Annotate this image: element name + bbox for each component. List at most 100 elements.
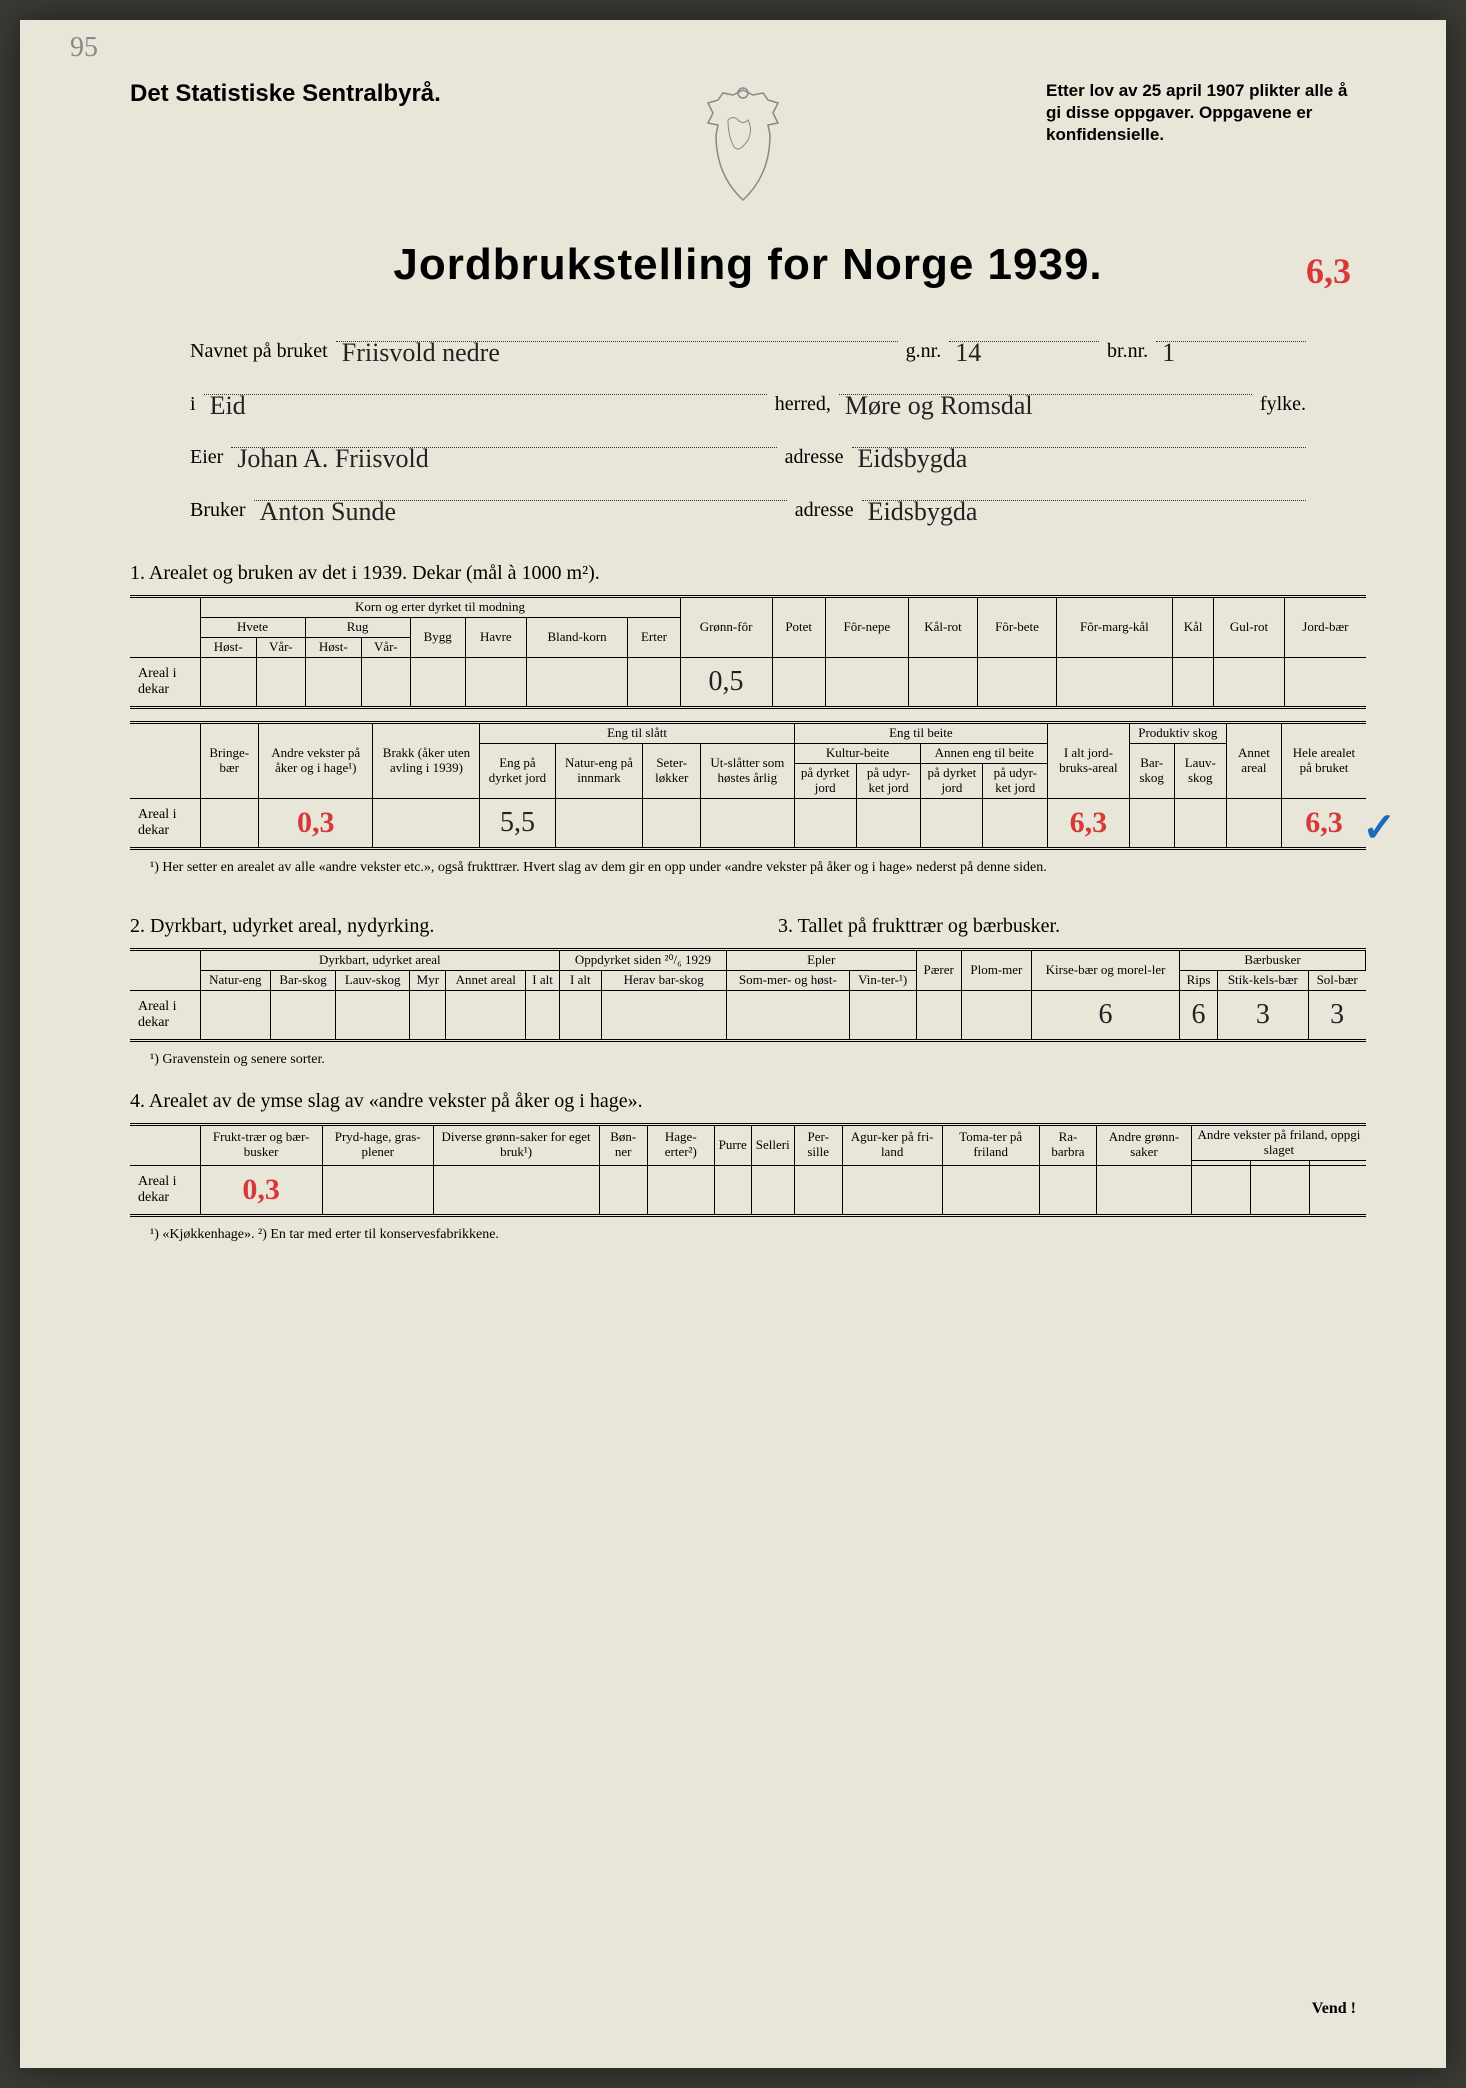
- cell: [643, 798, 701, 848]
- cell: [410, 657, 465, 707]
- th-sommer: Som-mer- og høst-: [726, 971, 849, 991]
- th-andrefriland: Andre vekster på friland, oppgi slaget: [1191, 1124, 1366, 1160]
- val-ialt: 6,3: [1070, 806, 1108, 839]
- th-ae-dyrket: på dyrket jord: [921, 763, 983, 798]
- cell: [1172, 657, 1213, 707]
- th-frukt: Frukt-trær og bær-busker: [200, 1124, 322, 1165]
- cell: [601, 991, 726, 1041]
- sec3-footnote: ¹) Gravenstein og senere sorter.: [150, 1050, 1366, 1070]
- sec23-rowlabel: Areal i dekar: [130, 991, 200, 1041]
- th-plommer: Plom-mer: [961, 950, 1031, 991]
- th-oppdyrket: Oppdyrket siden ²⁰/₆ 1929: [560, 950, 727, 971]
- cell-hele: 6,3✓: [1281, 798, 1366, 848]
- cell: [1174, 798, 1226, 848]
- cell: [200, 798, 258, 848]
- cell: [1129, 798, 1174, 848]
- th-natureng: Natur-eng på innmark: [555, 743, 643, 798]
- th-gronnfor: Grønn-fôr: [680, 597, 772, 658]
- main-title: Jordbrukstelling for Norge 1939.: [130, 240, 1366, 290]
- th-anneneng: Annen eng til beite: [921, 743, 1048, 763]
- th-rug: Rug: [305, 617, 410, 637]
- th-helearealet: Hele arealet på bruket: [1281, 722, 1366, 798]
- cell: [942, 1165, 1039, 1215]
- th-kal: Kål: [1172, 597, 1213, 658]
- th-brakk: Brakk (åker uten avling i 1939): [373, 722, 480, 798]
- sec23-table: Dyrkbart, udyrket areal Oppdyrket siden …: [130, 948, 1366, 1042]
- th-hageerter: Hage-erter²): [647, 1124, 714, 1165]
- cell: [856, 798, 921, 848]
- sec1a-table: Korn og erter dyrket til modning Grønn-f…: [130, 595, 1366, 709]
- val-brnr: 1: [1156, 338, 1181, 367]
- val-herred: Møre og Romsdal: [839, 391, 1039, 420]
- th-engslatt: Eng til slått: [480, 722, 794, 743]
- val-bruker: Anton Sunde: [254, 497, 403, 526]
- lbl-bruker-adr: adresse: [795, 488, 854, 532]
- th-barskog: Bar-skog: [1129, 743, 1174, 798]
- cell: [465, 657, 526, 707]
- val-eier: Johan A. Friisvold: [231, 444, 434, 473]
- cell: [599, 1165, 647, 1215]
- th-andregronn: Andre grønn-saker: [1097, 1124, 1192, 1165]
- cell: [714, 1165, 751, 1215]
- th-pryd: Pryd-hage, gras-plener: [322, 1124, 433, 1165]
- th-hvete-host: Høst-: [200, 637, 256, 657]
- header-agency: Det Statistiske Sentralbyrå.: [130, 80, 441, 108]
- val-stikk: 3: [1256, 999, 1270, 1030]
- val-sol: 3: [1330, 999, 1344, 1030]
- cell: [916, 991, 961, 1041]
- cell: [336, 991, 410, 1041]
- val-i: Eid: [204, 391, 252, 420]
- th-korn: Korn og erter dyrket til modning: [200, 597, 680, 618]
- val-andre: 0,3: [297, 806, 335, 839]
- val-kirse: 6: [1099, 999, 1113, 1030]
- th-purre: Purre: [714, 1124, 751, 1165]
- cell: [526, 657, 628, 707]
- th-potet: Potet: [772, 597, 825, 658]
- cell: [908, 657, 977, 707]
- lbl-bruker: Bruker: [190, 488, 246, 532]
- cell: [305, 657, 361, 707]
- cell: [794, 1165, 842, 1215]
- val-navnet: Friisvold nedre: [336, 338, 506, 367]
- th-ialt2: I alt: [526, 971, 560, 991]
- th-rips: Rips: [1180, 971, 1218, 991]
- th-forbete: Fôr-bete: [978, 597, 1057, 658]
- th-fornepe: Fôr-nepe: [825, 597, 908, 658]
- cell: [200, 657, 256, 707]
- cell: [200, 991, 271, 1041]
- lbl-eier: Eier: [190, 435, 223, 479]
- cell: [410, 991, 446, 1041]
- val-engdyrket: 5,5: [500, 807, 535, 838]
- lbl-fylke: fylke.: [1260, 382, 1306, 426]
- cell: [373, 798, 480, 848]
- cell-gronnfor: 0,5: [680, 657, 772, 707]
- th-andre: Andre vekster på åker og i hage¹): [258, 722, 373, 798]
- header-row: Det Statistiske Sentralbyrå. Etter lov a…: [130, 80, 1366, 210]
- th-bygg: Bygg: [410, 617, 465, 657]
- th-tomater: Toma-ter på friland: [942, 1124, 1039, 1165]
- th-solbaer: Sol-bær: [1308, 971, 1365, 991]
- sec1b-rowlabel: Areal i dekar: [130, 798, 200, 848]
- th-lauvskog2: Lauv-skog: [336, 971, 410, 991]
- census-form-page: 95 Det Statistiske Sentralbyrå. Etter lo…: [20, 20, 1446, 2068]
- th-rabarbra: Ra-barbra: [1039, 1124, 1096, 1165]
- lbl-eier-adr: adresse: [785, 435, 844, 479]
- sec4-rowlabel: Areal i dekar: [130, 1165, 200, 1215]
- cell: [271, 991, 336, 1041]
- th-agurker: Agur-ker på fri-land: [842, 1124, 942, 1165]
- margin-note-tl: 95: [70, 32, 98, 64]
- sec1a-rowlabel: Areal i dekar: [130, 657, 200, 707]
- cell-sol: 3: [1308, 991, 1365, 1041]
- th-annet2: Annet areal: [446, 971, 526, 991]
- cell: [825, 657, 908, 707]
- cell: [772, 657, 825, 707]
- th-utslatter: Ut-slåtter som høstes årlig: [701, 743, 795, 798]
- cell: [849, 991, 916, 1041]
- th-annetareal: Annet areal: [1226, 722, 1281, 798]
- th-jordbaer: Jord-bær: [1284, 597, 1366, 658]
- sec1b-footnote: ¹) Her setter en arealet av alle «andre …: [150, 858, 1366, 878]
- val-bruker-adr: Eidsbygda: [862, 497, 984, 526]
- cell: [1226, 798, 1281, 848]
- cell: [1251, 1165, 1310, 1215]
- th-baerbusker: Bærbusker: [1180, 950, 1366, 971]
